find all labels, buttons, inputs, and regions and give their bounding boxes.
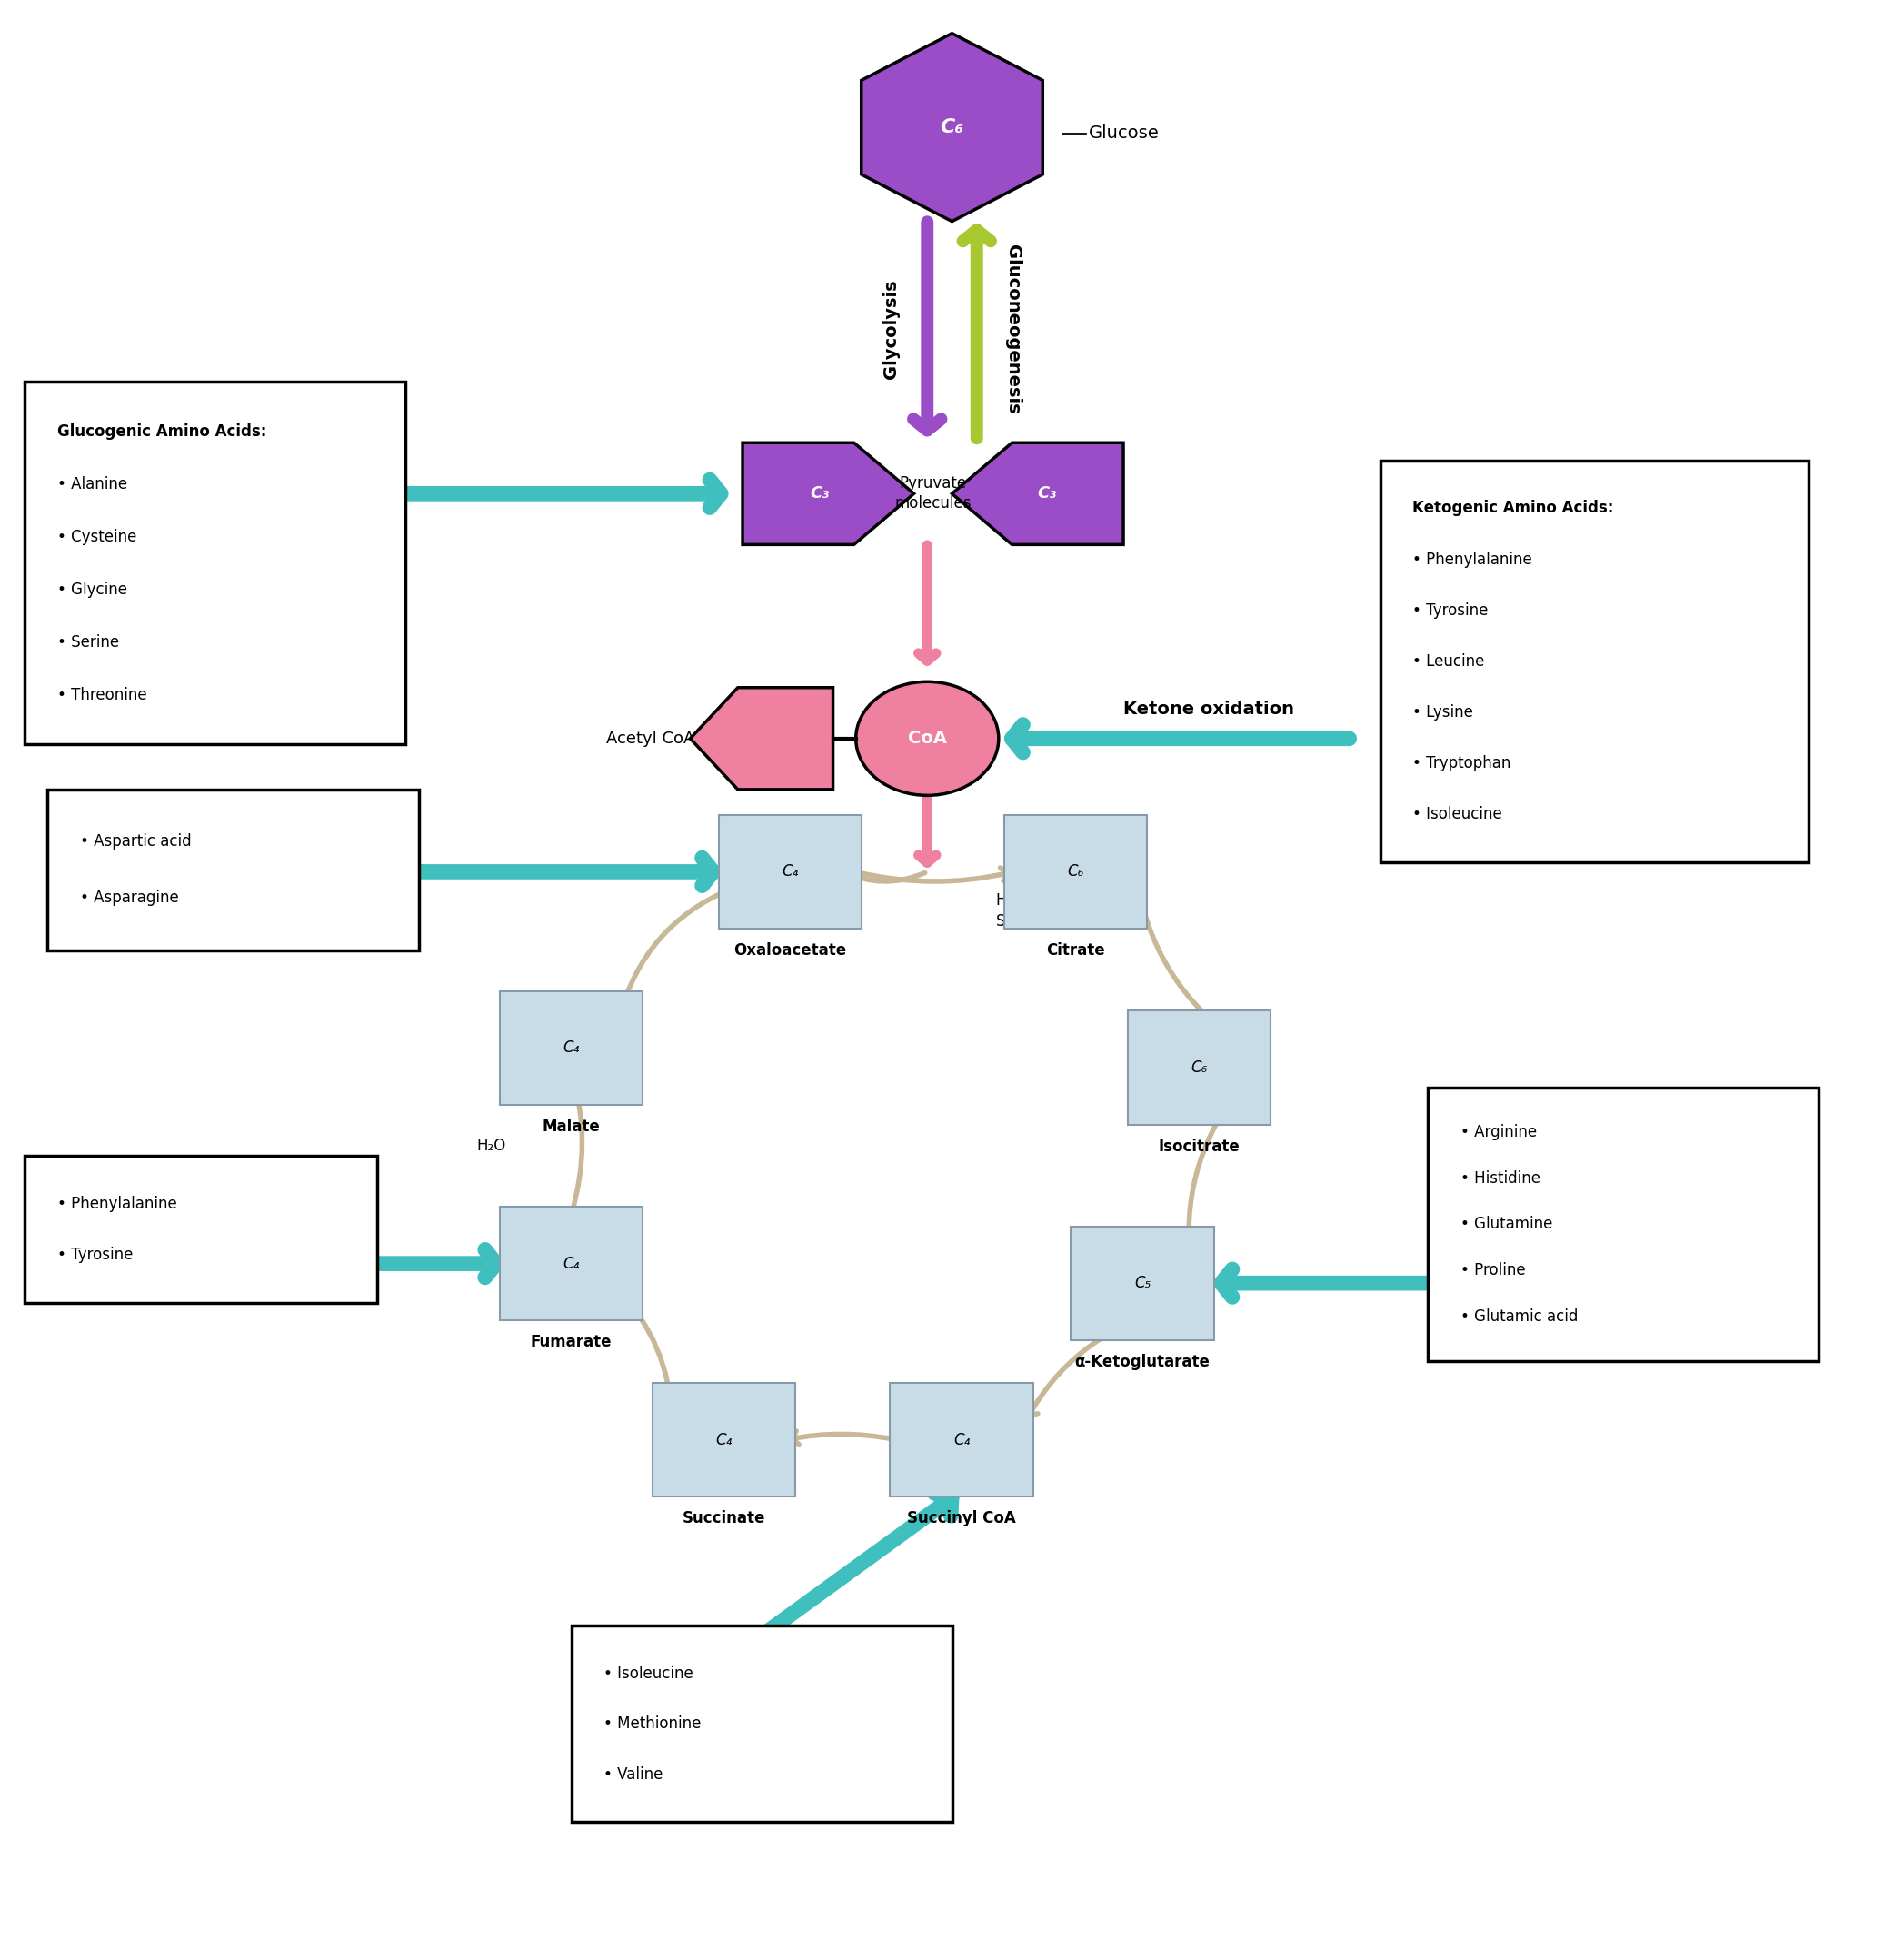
Text: • Proline: • Proline (1460, 1262, 1525, 1279)
Text: C₄: C₄ (783, 864, 798, 880)
FancyBboxPatch shape (1005, 815, 1146, 929)
FancyBboxPatch shape (1070, 1226, 1215, 1340)
Text: Acetyl CoA: Acetyl CoA (607, 731, 695, 746)
FancyBboxPatch shape (651, 1383, 796, 1497)
Text: Oxaloacetate: Oxaloacetate (733, 942, 847, 958)
Text: Fumarate: Fumarate (531, 1334, 611, 1350)
Text: • Methionine: • Methionine (604, 1716, 701, 1732)
Text: Ketogenic Amino Acids:: Ketogenic Amino Acids: (1413, 500, 1615, 517)
FancyBboxPatch shape (718, 815, 861, 929)
FancyBboxPatch shape (25, 382, 406, 744)
Polygon shape (952, 443, 1123, 545)
Text: • Glycine: • Glycine (57, 582, 128, 597)
Text: α-Ketoglutarate: α-Ketoglutarate (1074, 1354, 1211, 1369)
Text: Pyruvate
molecules: Pyruvate molecules (895, 476, 971, 511)
Text: C₄: C₄ (564, 1040, 579, 1056)
FancyBboxPatch shape (48, 789, 419, 950)
Text: C₃: C₃ (809, 486, 828, 502)
Text: Succinate: Succinate (682, 1510, 765, 1526)
Text: • Phenylalanine: • Phenylalanine (1413, 550, 1533, 568)
Text: CoA: CoA (908, 731, 946, 746)
Text: • Serine: • Serine (57, 635, 120, 650)
Ellipse shape (855, 682, 998, 795)
Text: C₄: C₄ (716, 1432, 731, 1448)
FancyBboxPatch shape (1127, 1011, 1272, 1124)
Text: Glycolysis: Glycolysis (882, 280, 901, 378)
Text: • Alanine: • Alanine (57, 476, 128, 492)
Text: • Isoleucine: • Isoleucine (1413, 805, 1502, 823)
Text: Succinyl CoA: Succinyl CoA (906, 1510, 1017, 1526)
Text: • Tryptophan: • Tryptophan (1413, 754, 1512, 772)
FancyBboxPatch shape (25, 1156, 377, 1303)
Text: • Isoleucine: • Isoleucine (604, 1665, 693, 1681)
Text: C₄: C₄ (954, 1432, 969, 1448)
Text: • Phenylalanine: • Phenylalanine (57, 1195, 177, 1213)
Text: Glucogenic Amino Acids:: Glucogenic Amino Acids: (57, 423, 267, 439)
Text: Isocitrate: Isocitrate (1160, 1138, 1240, 1154)
Text: • Threonine: • Threonine (57, 688, 147, 703)
Text: Glucose: Glucose (1089, 125, 1160, 141)
Polygon shape (691, 688, 834, 789)
Polygon shape (743, 443, 914, 545)
Text: • Glutamic acid: • Glutamic acid (1460, 1309, 1578, 1324)
FancyBboxPatch shape (499, 991, 642, 1105)
FancyBboxPatch shape (891, 1383, 1032, 1497)
Text: • Valine: • Valine (604, 1767, 663, 1783)
Text: C₆: C₆ (941, 118, 963, 137)
Text: H₂O: H₂O (476, 1138, 506, 1154)
Text: • Lysine: • Lysine (1413, 703, 1474, 721)
FancyBboxPatch shape (1380, 460, 1809, 862)
Text: Ketone oxidation: Ketone oxidation (1123, 701, 1295, 717)
Text: Malate: Malate (543, 1119, 600, 1134)
Text: Gluconeogenesis: Gluconeogenesis (1003, 245, 1022, 413)
Text: C₆: C₆ (1068, 864, 1083, 880)
FancyBboxPatch shape (499, 1207, 642, 1320)
Text: H₂O
SH-CoA: H₂O SH-CoA (996, 891, 1053, 931)
Text: • Leucine: • Leucine (1413, 652, 1485, 670)
Text: Citrate: Citrate (1047, 942, 1104, 958)
Text: • Cysteine: • Cysteine (57, 529, 137, 545)
Text: • Tyrosine: • Tyrosine (1413, 601, 1489, 619)
Text: C₅: C₅ (1135, 1275, 1150, 1291)
Text: • Glutamine: • Glutamine (1460, 1217, 1552, 1232)
Text: • Histidine: • Histidine (1460, 1170, 1540, 1187)
Text: • Tyrosine: • Tyrosine (57, 1246, 133, 1264)
Text: • Asparagine: • Asparagine (80, 889, 179, 907)
Polygon shape (861, 33, 1043, 221)
FancyBboxPatch shape (571, 1626, 952, 1822)
Text: C₄: C₄ (564, 1256, 579, 1271)
FancyBboxPatch shape (1428, 1087, 1818, 1362)
Text: C₆: C₆ (1192, 1060, 1207, 1075)
Text: • Arginine: • Arginine (1460, 1124, 1537, 1140)
Text: • Aspartic acid: • Aspartic acid (80, 833, 192, 850)
Text: C₃: C₃ (1038, 486, 1057, 502)
